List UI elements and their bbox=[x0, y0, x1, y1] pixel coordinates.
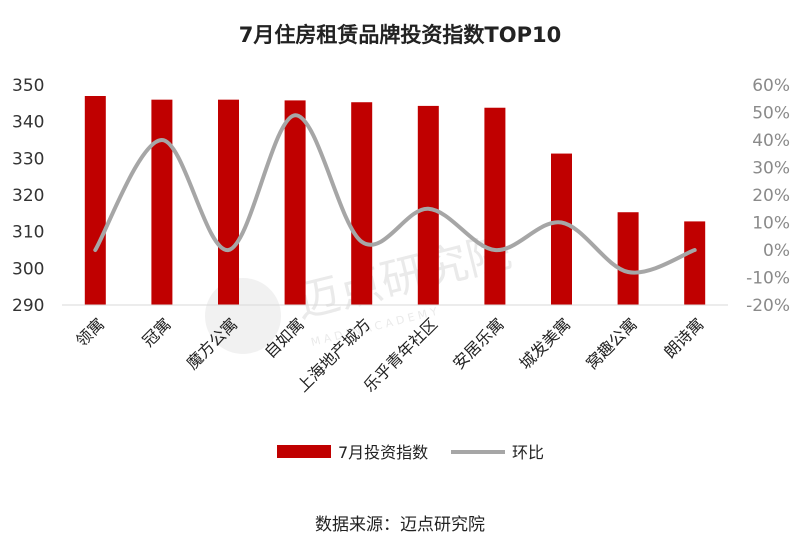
category-label: 安居乐寓 bbox=[449, 314, 508, 373]
category-label: 领寓 bbox=[72, 314, 108, 350]
source-text: 数据来源：迈点研究院 bbox=[315, 515, 485, 535]
legend-bar-label: 7月投资指数 bbox=[338, 443, 428, 462]
category-label: 冠寓 bbox=[139, 314, 175, 350]
left-tick-label: 340 bbox=[12, 113, 44, 133]
bar bbox=[151, 99, 173, 306]
right-tick-label: 0% bbox=[763, 241, 790, 261]
legend-bar-swatch bbox=[277, 445, 331, 458]
left-tick-label: 350 bbox=[12, 76, 44, 96]
bar bbox=[551, 153, 572, 305]
category-label: 朗诗寓 bbox=[660, 314, 707, 361]
category-label: 城发美寓 bbox=[516, 314, 575, 373]
right-tick-label: 60% bbox=[752, 76, 790, 96]
right-tick-label: 10% bbox=[752, 214, 790, 234]
bar bbox=[484, 107, 506, 305]
left-tick-label: 330 bbox=[12, 149, 44, 169]
right-axis: 60% 50% 40% 30% 20% 10% 0% -10% -20% bbox=[746, 76, 790, 316]
bar bbox=[617, 212, 639, 305]
right-tick-label: 30% bbox=[752, 159, 790, 179]
left-axis: 350 340 330 320 310 300 290 bbox=[12, 76, 44, 316]
bar bbox=[351, 102, 373, 305]
left-tick-label: 300 bbox=[12, 259, 44, 279]
left-tick-label: 290 bbox=[12, 296, 44, 316]
line-series bbox=[93, 113, 697, 275]
bar-series bbox=[84, 96, 706, 306]
right-tick-label: -20% bbox=[746, 296, 790, 316]
left-tick-label: 310 bbox=[12, 223, 44, 243]
bar bbox=[684, 221, 706, 305]
right-tick-label: 40% bbox=[752, 131, 790, 151]
bar bbox=[218, 99, 239, 306]
bar bbox=[417, 105, 439, 306]
chart-title: 7月住房租赁品牌投资指数TOP10 bbox=[239, 23, 561, 47]
bar bbox=[284, 100, 306, 306]
category-label: 窝趣公寓 bbox=[582, 314, 641, 373]
bar bbox=[84, 96, 106, 305]
right-tick-label: -10% bbox=[746, 269, 790, 289]
left-tick-label: 320 bbox=[12, 186, 44, 206]
right-tick-label: 50% bbox=[752, 104, 790, 124]
right-tick-label: 20% bbox=[752, 186, 790, 206]
legend: 7月投资指数 环比 bbox=[277, 443, 544, 462]
legend-line-label: 环比 bbox=[512, 443, 544, 462]
